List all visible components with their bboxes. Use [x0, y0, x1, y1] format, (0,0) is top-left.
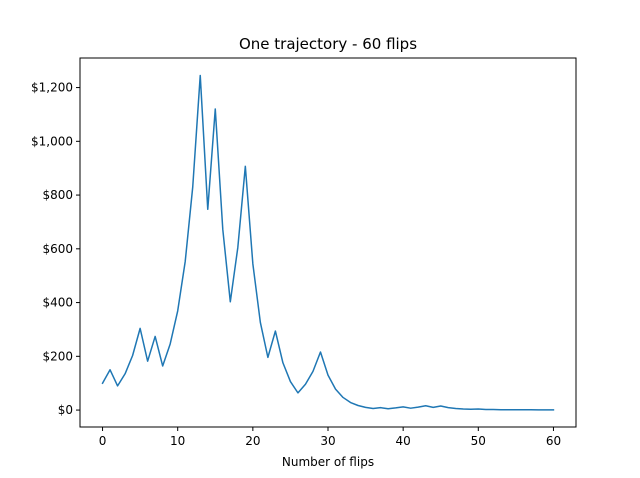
axes-frame — [79, 57, 577, 428]
x-tick-label: 40 — [396, 434, 411, 448]
x-tick-label: 0 — [99, 434, 107, 448]
series-line — [101, 74, 555, 411]
x-tick-label: 20 — [245, 434, 260, 448]
y-tick-label: $0 — [58, 403, 73, 417]
x-tick-label: 60 — [546, 434, 561, 448]
y-tick-label: $1,200 — [31, 81, 73, 95]
x-axis-label: Number of flips — [282, 455, 374, 469]
y-axis: $0 $200 $400 $600 $800 $1,000 $1,200 — [31, 81, 80, 417]
y-tick-label: $1,000 — [31, 134, 73, 148]
x-tick-label: 10 — [170, 434, 185, 448]
x-axis: 0 10 20 30 40 50 60 — [99, 427, 561, 448]
y-tick-label: $400 — [42, 296, 73, 310]
x-tick-label: 50 — [471, 434, 486, 448]
y-tick-label: $600 — [42, 242, 73, 256]
plot-area — [79, 57, 577, 428]
y-tick-label: $200 — [42, 349, 73, 363]
y-tick-label: $800 — [42, 188, 73, 202]
chart-title: One trajectory - 60 flips — [239, 35, 417, 53]
x-tick-label: 30 — [320, 434, 335, 448]
